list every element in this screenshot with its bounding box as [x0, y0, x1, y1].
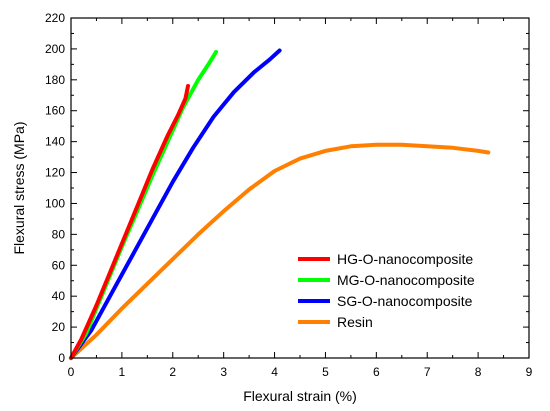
legend-label: SG-O-nanocomposite	[337, 293, 473, 309]
y-tick-label: 100	[45, 196, 65, 210]
x-tick-label: 3	[220, 365, 227, 379]
x-tick-label: 0	[68, 365, 75, 379]
y-tick-label: 20	[52, 320, 66, 334]
series-line-resin	[69, 142, 491, 360]
y-tick-label: 60	[52, 258, 66, 272]
x-tick-label: 1	[119, 365, 126, 379]
x-tick-label: 2	[169, 365, 176, 379]
legend: HG-O-nanocomposite MG-O-nanocomposite SG-O…	[298, 251, 475, 330]
legend-label: HG-O-nanocomposite	[337, 251, 473, 267]
y-tick-label: 140	[45, 135, 65, 149]
y-tick-label: 0	[58, 351, 65, 365]
x-tick-label: 7	[424, 365, 431, 379]
y-tick-label: 80	[52, 227, 66, 241]
x-axis-label: Flexural strain (%)	[243, 388, 357, 404]
y-tick-label: 200	[45, 42, 65, 56]
x-axis: 0 1 2 3 4 5 6 7 8 9	[68, 18, 533, 379]
y-axis: 0 20 40 60 80 100 120 140 160 180 200 220	[45, 11, 529, 365]
x-tick-label: 4	[271, 365, 278, 379]
y-tick-label: 220	[45, 11, 65, 25]
series-line-sg-o-nanocomposite	[69, 48, 282, 360]
y-tick-label: 120	[45, 166, 65, 180]
x-tick-label: 9	[526, 365, 533, 379]
x-tick-label: 6	[373, 365, 380, 379]
y-tick-label: 180	[45, 73, 65, 87]
legend-label: MG-O-nanocomposite	[337, 272, 475, 288]
y-axis-label: Flexural stress (MPa)	[11, 121, 27, 254]
x-tick-label: 5	[322, 365, 329, 379]
y-tick-label: 40	[52, 289, 66, 303]
series-layer	[69, 48, 491, 360]
series-line-hg-o-nanocomposite	[69, 84, 190, 360]
legend-label: Resin	[337, 314, 373, 330]
y-tick-label: 160	[45, 104, 65, 118]
x-tick-label: 8	[475, 365, 482, 379]
